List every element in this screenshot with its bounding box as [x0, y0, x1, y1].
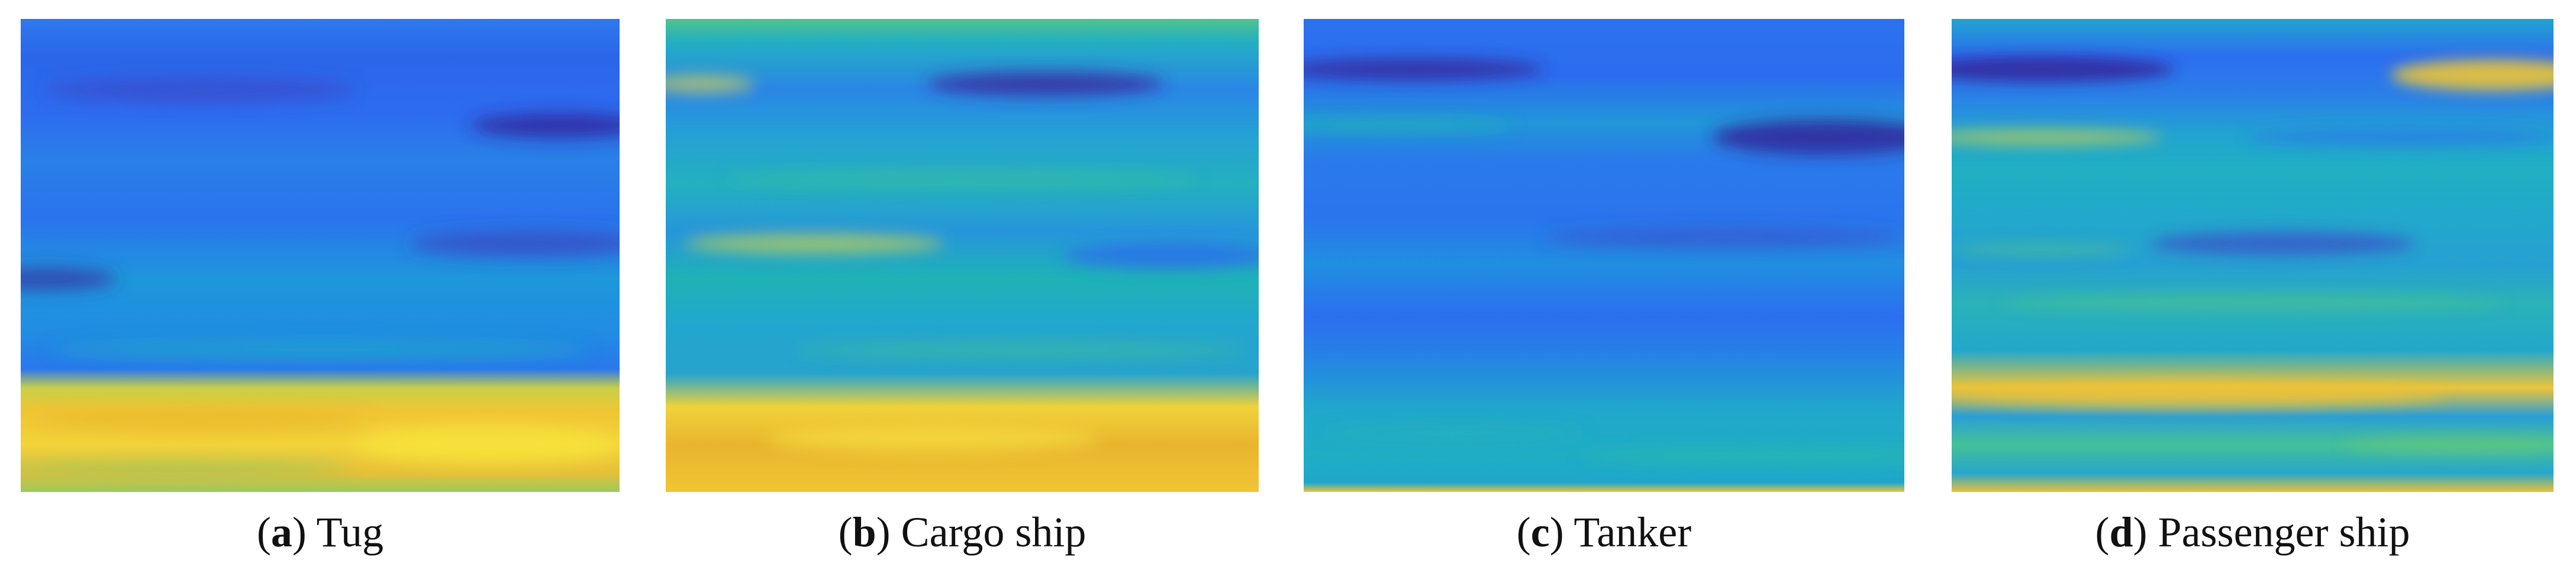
heatmap-panel-tug: [21, 19, 620, 492]
heatmap-tug: [21, 19, 620, 492]
heatmap-panel-cargo-ship: [666, 19, 1259, 492]
caption-tug: (a) Tug: [256, 508, 384, 556]
caption-letter: c: [1530, 508, 1550, 556]
caption-letter: b: [852, 508, 876, 556]
caption-letter: d: [2109, 508, 2133, 556]
caption-label: Passenger ship: [2158, 508, 2410, 556]
heatmap-passenger-ship: [1952, 19, 2554, 492]
heatmap-panel-passenger-ship: [1952, 19, 2554, 492]
caption-label: Tug: [316, 508, 384, 556]
heatmap-cargo-ship: [666, 19, 1259, 492]
caption-passenger-ship: (d) Passenger ship: [2095, 508, 2410, 556]
caption-label: Cargo ship: [901, 508, 1087, 556]
caption-tanker: (c) Tanker: [1516, 508, 1692, 556]
caption-letter: a: [270, 508, 292, 556]
heatmap-panel-tanker: [1304, 19, 1904, 492]
heatmap-tanker: [1304, 19, 1904, 492]
caption-cargo-ship: (b) Cargo ship: [838, 508, 1087, 556]
caption-label: Tanker: [1574, 508, 1692, 556]
